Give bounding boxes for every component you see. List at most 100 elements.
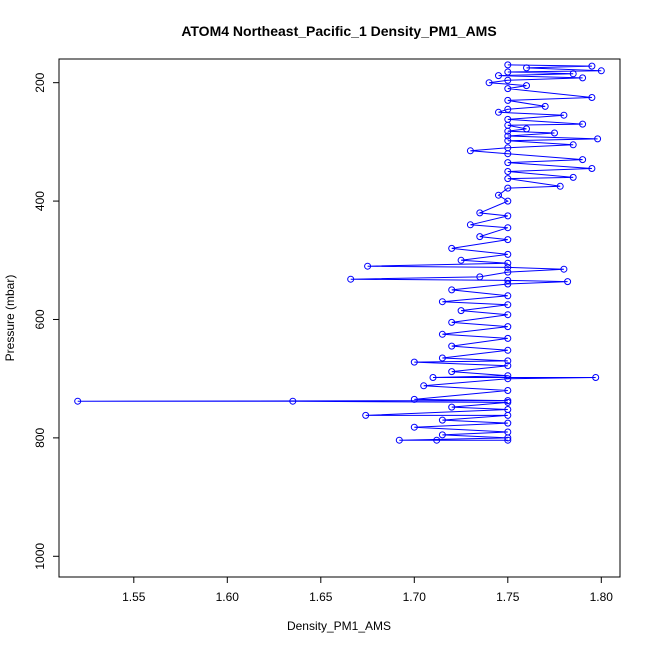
data-point bbox=[504, 334, 512, 342]
data-point bbox=[438, 330, 446, 338]
data-point bbox=[504, 61, 512, 69]
data-point bbox=[504, 259, 512, 267]
data-point bbox=[476, 233, 484, 241]
data-point bbox=[504, 76, 512, 84]
data-point bbox=[420, 382, 428, 390]
data-point bbox=[364, 262, 372, 270]
y-tick-label: 600 bbox=[33, 309, 47, 329]
data-point bbox=[504, 224, 512, 232]
data-point bbox=[504, 276, 512, 284]
data-point bbox=[438, 298, 446, 306]
data-point bbox=[504, 236, 512, 244]
data-point bbox=[504, 96, 512, 104]
data-point bbox=[504, 362, 512, 370]
y-tick-label: 1000 bbox=[33, 543, 47, 570]
data-point bbox=[438, 416, 446, 424]
data-point bbox=[466, 221, 474, 229]
data-point bbox=[579, 120, 587, 128]
data-point bbox=[495, 108, 502, 116]
data-point bbox=[448, 244, 456, 252]
data-point bbox=[448, 368, 456, 376]
data-point bbox=[504, 436, 512, 444]
data-point bbox=[597, 67, 605, 75]
data-point bbox=[504, 280, 512, 288]
data-point bbox=[504, 268, 512, 276]
data-point bbox=[495, 72, 502, 80]
data-point bbox=[504, 434, 512, 442]
data-point bbox=[429, 374, 437, 381]
data-point bbox=[588, 94, 596, 101]
data-point bbox=[504, 323, 512, 331]
data-point bbox=[438, 431, 446, 439]
x-tick-label: 1.75 bbox=[496, 590, 520, 604]
data-point bbox=[448, 342, 456, 350]
data-point bbox=[504, 357, 512, 365]
chart-title: ATOM4 Northeast_Pacific_1 Density_PM1_AM… bbox=[181, 23, 496, 39]
data-point bbox=[504, 411, 512, 419]
data-point bbox=[504, 419, 512, 427]
data-point bbox=[504, 311, 512, 319]
data-point bbox=[448, 286, 456, 294]
data-point bbox=[495, 191, 502, 199]
series-lines bbox=[77, 64, 602, 441]
data-point bbox=[466, 147, 474, 155]
data-point bbox=[504, 175, 512, 183]
series-line bbox=[77, 64, 602, 441]
data-point bbox=[433, 436, 441, 444]
data-point bbox=[504, 263, 512, 271]
data-point bbox=[504, 85, 512, 93]
data-point bbox=[476, 273, 484, 281]
data-point bbox=[504, 387, 512, 394]
data-point bbox=[74, 397, 82, 405]
data-point bbox=[448, 318, 456, 326]
data-point bbox=[448, 403, 456, 411]
data-point bbox=[504, 372, 512, 380]
data-point bbox=[504, 346, 512, 354]
data-point bbox=[588, 62, 596, 70]
data-point bbox=[523, 82, 530, 90]
y-tick-label: 200 bbox=[33, 72, 47, 92]
data-point bbox=[504, 292, 512, 300]
data-point bbox=[476, 209, 484, 217]
data-point bbox=[504, 132, 512, 140]
data-point bbox=[457, 307, 465, 315]
data-point bbox=[560, 111, 568, 119]
data-point bbox=[541, 102, 549, 110]
data-point bbox=[594, 135, 602, 143]
y-tick-label: 800 bbox=[33, 428, 47, 448]
x-tick-label: 1.55 bbox=[122, 590, 146, 604]
series-points bbox=[74, 61, 605, 444]
data-point bbox=[504, 398, 512, 406]
data-point bbox=[504, 68, 512, 76]
data-point bbox=[289, 397, 297, 405]
data-point bbox=[504, 168, 512, 175]
x-tick-label: 1.60 bbox=[216, 590, 240, 604]
data-point bbox=[569, 173, 577, 181]
data-point bbox=[504, 184, 512, 192]
data-point bbox=[362, 411, 370, 419]
data-point bbox=[560, 265, 568, 273]
x-tick-label: 1.80 bbox=[590, 590, 614, 604]
data-point bbox=[523, 64, 530, 72]
data-point bbox=[504, 150, 512, 158]
data-point bbox=[485, 79, 493, 87]
data-point bbox=[579, 74, 587, 82]
y-axis-label: Pressure (mbar) bbox=[3, 275, 17, 362]
data-point bbox=[410, 358, 418, 366]
plot-data-layer bbox=[74, 61, 605, 444]
data-point bbox=[347, 275, 355, 283]
data-point bbox=[395, 436, 403, 444]
data-point bbox=[438, 354, 446, 362]
x-tick-label: 1.65 bbox=[309, 590, 333, 604]
data-point bbox=[592, 374, 600, 381]
x-axis: 1.55 1.60 1.65 1.70 1.75 1.80 bbox=[122, 577, 613, 604]
data-point bbox=[504, 212, 512, 220]
data-point bbox=[551, 129, 558, 137]
data-point bbox=[504, 375, 512, 383]
x-axis-label: Density_PM1_AMS bbox=[287, 619, 391, 633]
data-point bbox=[564, 278, 572, 286]
data-point bbox=[504, 159, 512, 167]
plot-area-frame bbox=[58, 58, 621, 578]
